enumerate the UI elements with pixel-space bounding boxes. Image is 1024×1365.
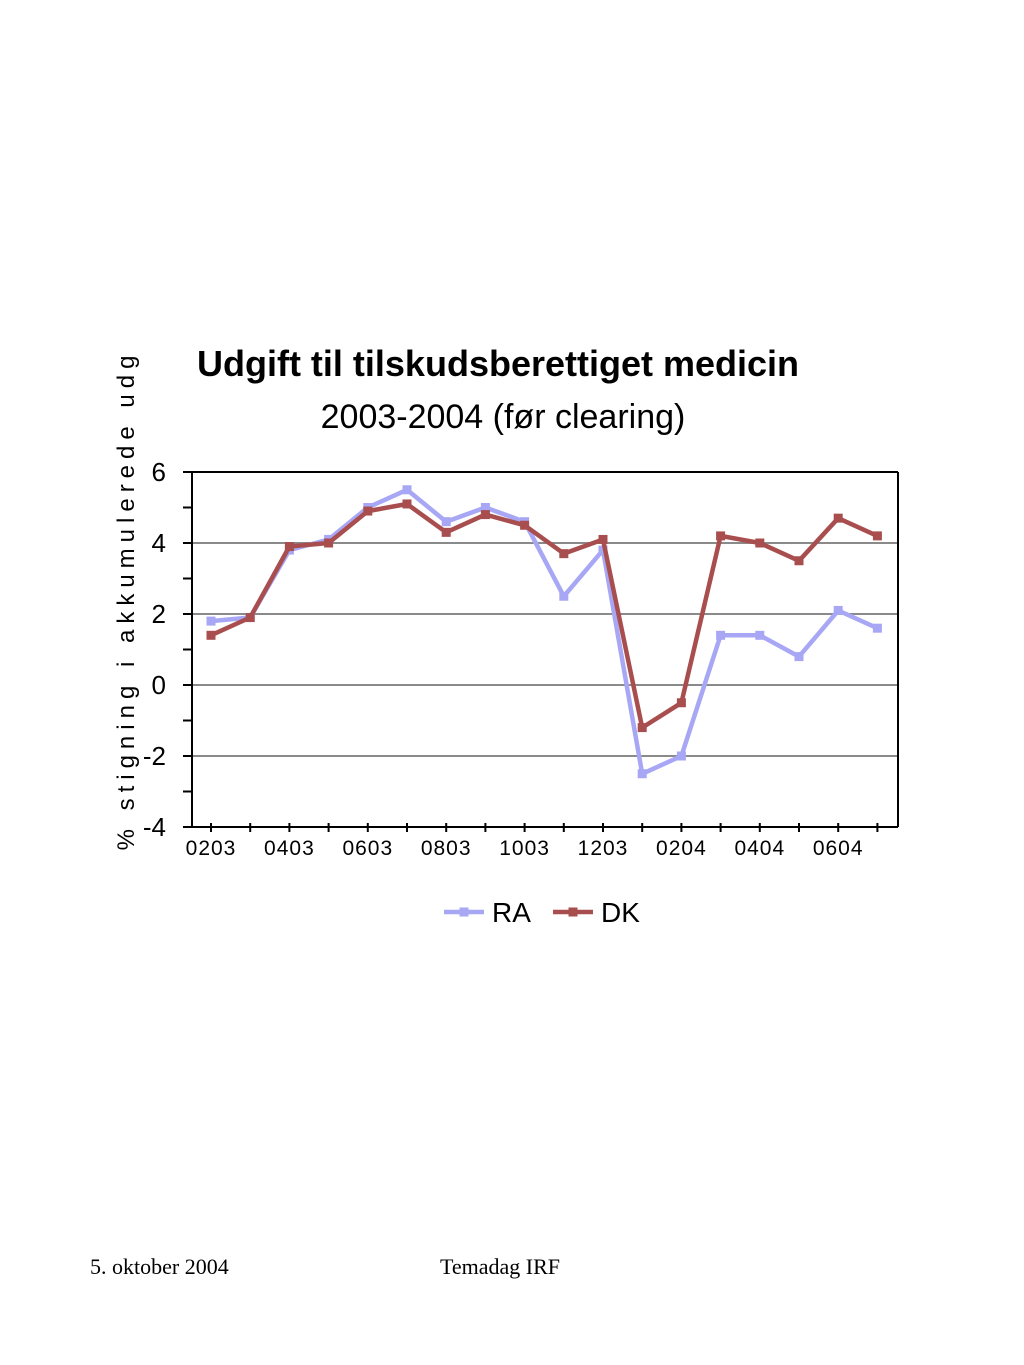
x-tick-label: 0203 <box>186 837 237 860</box>
data-point-ra <box>833 605 843 615</box>
data-point-ra <box>559 591 569 601</box>
legend-label-dk: DK <box>601 897 640 928</box>
data-point-dk <box>833 513 843 523</box>
data-point-dk <box>206 630 216 640</box>
plot-area: -4 -2 0 2 4 6 0203 0403 0603 0803 1003 1203 0204 0404… <box>143 457 899 928</box>
data-point-dk <box>480 510 490 520</box>
data-point-dk <box>755 538 765 548</box>
data-point-dk <box>520 520 530 530</box>
footer-date: 5. oktober 2004 <box>90 1254 229 1279</box>
data-point-dk <box>676 698 686 708</box>
data-point-ra <box>402 485 412 495</box>
data-point-dk <box>716 531 726 541</box>
legend-marker-ra <box>459 907 469 917</box>
y-tick-label: 6 <box>152 457 166 487</box>
data-point-dk <box>637 723 647 733</box>
data-point-dk <box>794 556 804 566</box>
x-tick-label: 0603 <box>342 837 393 860</box>
data-point-dk <box>284 542 294 552</box>
data-point-dk <box>872 531 882 541</box>
series-line-dk <box>210 501 879 730</box>
data-point-ra <box>637 769 647 779</box>
x-tick-label: 0403 <box>264 837 315 860</box>
data-point-ra <box>794 652 804 662</box>
x-tick-label: 1003 <box>499 837 550 860</box>
data-point-ra <box>480 503 490 512</box>
y-axis-title: % stigning i akkumulerede udg <box>113 350 140 851</box>
data-point-dk <box>245 613 255 623</box>
footer-event-name: Temadag IRF <box>440 1254 561 1279</box>
y-tick-label: 4 <box>152 528 166 558</box>
data-point-dk <box>441 527 451 537</box>
series-line-ra <box>210 487 879 777</box>
data-point-ra <box>872 623 882 633</box>
y-tick-label: -4 <box>143 812 166 842</box>
data-point-dk <box>559 549 569 559</box>
x-tick-label: 0604 <box>813 837 864 860</box>
data-point-dk <box>402 499 412 509</box>
data-point-dk <box>324 538 334 548</box>
data-point-ra <box>206 616 216 626</box>
chart-title: Udgift til tilskudsberettiget medicin <box>197 343 799 384</box>
y-tick-label: -2 <box>143 741 166 771</box>
x-tick-label: 0204 <box>656 837 707 860</box>
y-tick-label: 2 <box>152 599 166 629</box>
x-tick-label: 0803 <box>421 837 472 860</box>
data-point-dk <box>598 534 608 544</box>
data-point-ra <box>441 517 451 527</box>
data-point-ra <box>716 630 726 640</box>
chart-subtitle: 2003-2004 (før clearing) <box>321 398 686 436</box>
y-tick-label: 0 <box>152 670 166 700</box>
legend-label-ra: RA <box>492 897 531 928</box>
data-point-ra <box>676 751 686 761</box>
x-tick-label: 1203 <box>578 837 629 860</box>
legend-marker-dk <box>568 907 578 917</box>
data-point-dk <box>363 506 373 516</box>
data-point-ra <box>755 630 765 640</box>
x-tick-label: 0404 <box>734 837 785 860</box>
